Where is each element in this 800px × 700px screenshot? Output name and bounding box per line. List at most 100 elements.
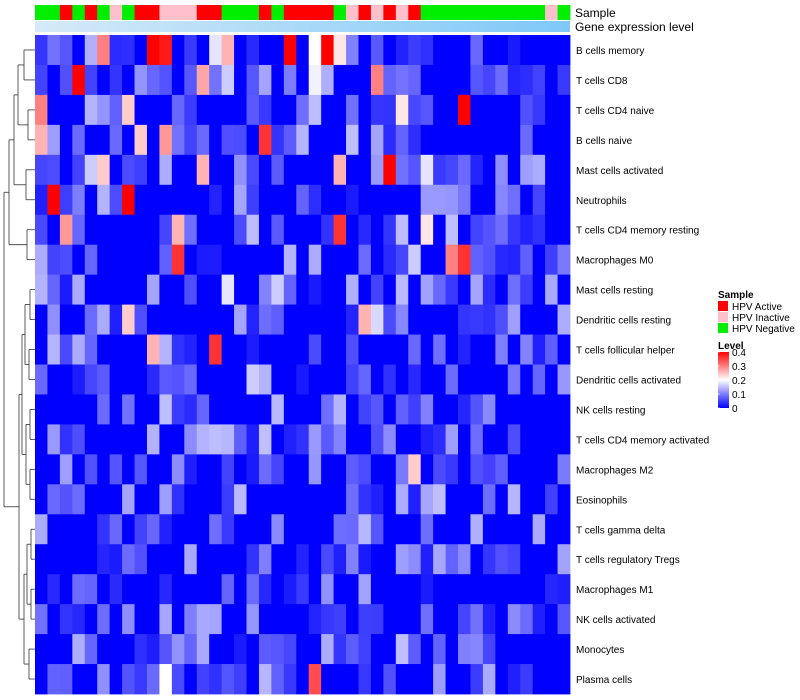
heatmap-cell (296, 634, 310, 665)
sample-annotation-cell (196, 5, 210, 20)
heatmap-cell (47, 604, 61, 635)
heatmap-cell (97, 574, 111, 605)
heatmap-cell (84, 454, 98, 485)
heatmap-cell (72, 214, 86, 246)
heatmap-cell (271, 634, 285, 665)
heatmap-cell (445, 124, 459, 156)
heatmap-cell (221, 184, 235, 216)
heatmap-cell (308, 634, 322, 665)
heatmap-cell (47, 334, 61, 365)
heatmap-cell (122, 94, 135, 126)
heatmap-cell (209, 274, 223, 305)
heatmap-cell (545, 544, 558, 575)
heatmap-cell (395, 574, 409, 605)
heatmap-cell (358, 424, 372, 455)
heatmap-cell (333, 64, 347, 96)
heatmap-cell (84, 574, 98, 605)
heatmap-cell (134, 544, 148, 575)
heatmap-cell (221, 664, 235, 695)
heatmap-cell (458, 274, 471, 305)
heatmap-cell (35, 214, 48, 246)
heatmap-cell (495, 664, 509, 695)
heatmap-cell (520, 424, 534, 455)
row-label: Mast cells activated (576, 166, 663, 177)
heatmap-cell (308, 94, 322, 126)
heatmap-cell (122, 304, 135, 335)
heatmap-cell (383, 364, 397, 395)
heatmap-cell (171, 35, 185, 66)
heatmap-cell (246, 64, 260, 96)
heatmap-cell (59, 244, 73, 276)
heatmap-cell (258, 544, 272, 575)
heatmap-cell (59, 634, 73, 665)
heatmap-cell (420, 64, 434, 96)
legend-item-label: HPV Negative (732, 324, 795, 335)
heatmap-cell (433, 514, 446, 545)
heatmap-cell (545, 244, 558, 276)
heatmap-cell (308, 184, 322, 216)
heatmap-cell (159, 35, 173, 66)
heatmap-cell (420, 574, 434, 605)
heatmap-cell (246, 604, 260, 635)
heatmap-cell (445, 484, 459, 515)
heatmap-cell (520, 244, 534, 276)
heatmap-cell (171, 64, 185, 96)
heatmap-cell (333, 604, 347, 635)
heatmap-cell (122, 424, 135, 455)
heatmap-cell (520, 454, 534, 485)
heatmap-cell (470, 544, 484, 575)
heatmap-cell (408, 364, 422, 395)
heatmap-cell (59, 604, 73, 635)
heatmap-cell (84, 544, 98, 575)
heatmap-cell (97, 184, 111, 216)
heatmap-cell (470, 244, 484, 276)
heatmap-cell (333, 35, 347, 66)
heatmap-cell (433, 184, 446, 216)
heatmap-cell (109, 304, 123, 335)
heatmap-cell (433, 124, 446, 156)
heatmap-cell (420, 244, 434, 276)
heatmap-cell (221, 274, 235, 305)
heatmap-cell (246, 484, 260, 515)
heatmap-cell (196, 454, 210, 485)
heatmap-cell (482, 664, 496, 695)
heatmap-cell (246, 35, 260, 66)
heatmap-cell (408, 424, 422, 455)
heatmap-cell (134, 35, 148, 66)
heatmap-cell (146, 514, 160, 545)
heatmap-cell (495, 334, 509, 365)
heatmap-cell (209, 154, 223, 186)
heatmap-cell (159, 304, 173, 335)
heatmap-cell (507, 94, 521, 126)
heatmap-cell (59, 544, 73, 575)
heatmap-cell (35, 64, 48, 96)
heatmap-cell (97, 154, 111, 186)
heatmap-cell (84, 664, 98, 695)
heatmap-cell (383, 304, 397, 335)
sample-track-label: Sample (575, 6, 616, 20)
heatmap-cell (557, 664, 571, 695)
heatmap-cell (395, 35, 409, 66)
heatmap-cell (470, 454, 484, 485)
heatmap-cell (545, 604, 558, 635)
heatmap-cell (72, 484, 86, 515)
heatmap-cell (84, 604, 98, 635)
sample-annotation-cell (283, 5, 297, 20)
heatmap-cell (146, 544, 160, 575)
sample-annotation-cell (296, 5, 310, 20)
heatmap-cell (122, 544, 135, 575)
heatmap-cell (122, 454, 135, 485)
heatmap-cell (146, 244, 160, 276)
heatmap-cell (545, 454, 558, 485)
heatmap-cell (495, 364, 509, 395)
heatmap-cell (458, 124, 471, 156)
heatmap-cell (408, 514, 422, 545)
heatmap-cell (209, 424, 223, 455)
heatmap-cell (557, 35, 571, 66)
heatmap-cell (408, 334, 422, 365)
heatmap-cell (358, 35, 372, 66)
heatmap-cell (557, 94, 571, 126)
heatmap-cell (296, 604, 310, 635)
heatmap-cell (134, 634, 148, 665)
heatmap-cell (122, 154, 135, 186)
